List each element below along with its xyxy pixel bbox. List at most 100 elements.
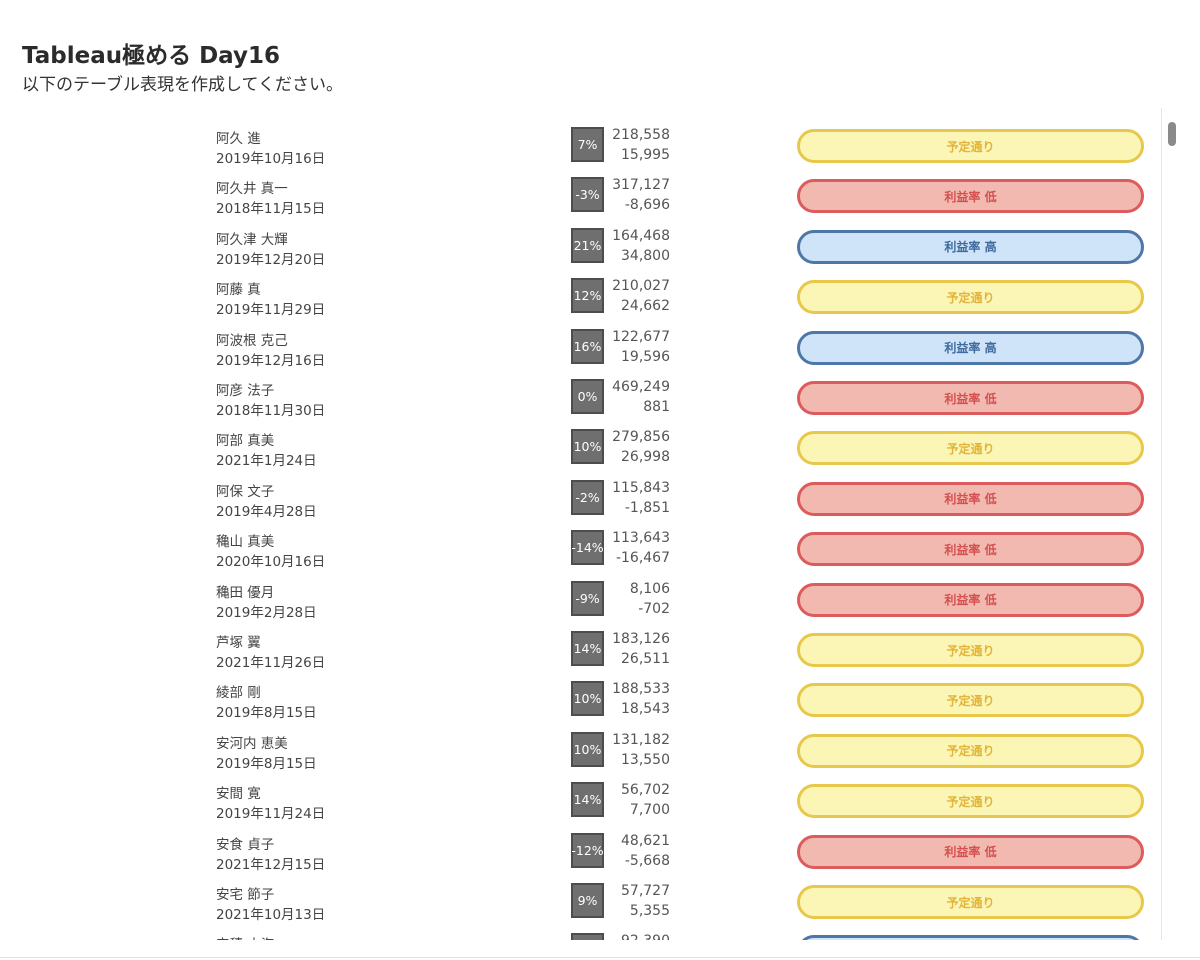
customer-name: 阿彦 法子 xyxy=(216,383,275,399)
profit-ratio-box: 14% xyxy=(571,782,604,818)
profit-ratio-box: 9% xyxy=(571,883,604,918)
table-row[interactable]: 安間 寛 2019年11月24日 14% 56,702 7,700 予定通り xyxy=(0,777,1160,827)
status-badge: 利益率 高 xyxy=(797,229,1144,264)
status-badge: 予定通り xyxy=(797,280,1144,315)
profit-value: 34,800 xyxy=(621,247,670,264)
order-date: 2019年11月29日 xyxy=(216,302,326,319)
profit-value: 26,511 xyxy=(621,651,670,667)
status-badge: 予定通り xyxy=(797,431,1144,466)
sales-value: 56,702 xyxy=(621,782,670,799)
sales-value: 279,856 xyxy=(612,429,670,446)
profit-ratio-box: -9% xyxy=(571,580,604,616)
profit-value: -5,668 xyxy=(624,852,670,869)
status-badge: 利益率 低 xyxy=(797,381,1144,415)
order-date: 2018年11月15日 xyxy=(216,201,326,218)
status-badge: 予定通り xyxy=(797,633,1144,667)
table-row[interactable]: 安河内 恵美 2019年8月15日 10% 131,182 13,550 予定通り xyxy=(0,727,1160,777)
bottom-divider xyxy=(0,957,1200,958)
profit-ratio-box: 10% xyxy=(571,731,604,767)
profit-ratio-box: -14% xyxy=(571,530,604,566)
profit-ratio-box: -12% xyxy=(571,832,604,868)
customer-name: 安間 寛 xyxy=(216,786,261,803)
table-row[interactable]: 阿久津 大輝 2019年12月20日 21% 164,468 34,800 利益率 高 xyxy=(0,223,1160,273)
profit-value: -8,696 xyxy=(624,197,670,214)
status-badge: 利益率 低 xyxy=(797,179,1144,214)
profit-ratio-box: -3% xyxy=(571,177,604,213)
order-date: 2020年10月16日 xyxy=(216,554,326,571)
sales-value: 210,027 xyxy=(612,278,670,295)
sales-value: 92,390 xyxy=(610,933,670,940)
status-badge: 利益率 低 xyxy=(797,532,1144,567)
profit-value: 7,700 xyxy=(629,802,670,819)
table-row[interactable]: 阿彦 法子 2018年11月30日 0% 469,249 881 利益率 低 xyxy=(0,374,1160,424)
order-date: 2019年8月15日 xyxy=(216,705,317,722)
table-row[interactable]: 安積 大海 92,390 xyxy=(0,928,1160,940)
order-date: 2021年10月13日 xyxy=(216,907,326,923)
customer-name: 安宅 節子 xyxy=(216,887,275,903)
order-date: 2019年11月24日 xyxy=(216,806,326,823)
profit-ratio-box: 10% xyxy=(571,429,604,465)
page-title: Tableau極める Day16 xyxy=(22,43,280,69)
table-row[interactable]: 穐山 真美 2020年10月16日 -14% 113,643 -16,467 利益率 低 xyxy=(0,525,1160,575)
profit-ratio-box: 14% xyxy=(571,631,604,666)
customer-name: 安食 貞子 xyxy=(216,836,275,853)
profit-value: -16,467 xyxy=(615,550,670,567)
table-viewport[interactable]: 阿久 進 2019年10月16日 7% 218,558 15,995 予定通り 阿久井 真一… xyxy=(0,122,1160,940)
status-badge: 利益率 低 xyxy=(797,582,1144,617)
sales-value: 113,643 xyxy=(612,530,670,547)
customer-name: 穐田 優月 xyxy=(216,584,275,601)
table-row[interactable]: 阿久 進 2019年10月16日 7% 218,558 15,995 予定通り xyxy=(0,122,1160,172)
profit-value: 24,662 xyxy=(621,298,670,315)
profit-value: 13,550 xyxy=(621,751,670,768)
table-row[interactable]: 安食 貞子 2021年12月15日 -12% 48,621 -5,668 利益率 低 xyxy=(0,828,1160,878)
order-date: 2019年12月16日 xyxy=(216,352,326,369)
sales-value: 8,106 xyxy=(629,580,670,597)
table-row[interactable]: 穐田 優月 2019年2月28日 -9% 8,106 -702 利益率 低 xyxy=(0,576,1160,626)
table-row[interactable]: 安宅 節子 2021年10月13日 9% 57,727 5,355 予定通り xyxy=(0,878,1160,928)
customer-name: 阿久井 真一 xyxy=(216,181,288,198)
order-date: 2019年12月20日 xyxy=(216,251,326,268)
scrollbar-thumb[interactable] xyxy=(1168,122,1176,146)
profit-ratio-box: 0% xyxy=(571,379,604,414)
table-row[interactable]: 芦塚 翼 2021年11月26日 14% 183,126 26,511 予定通り xyxy=(0,626,1160,676)
order-date: 2019年10月16日 xyxy=(216,151,326,167)
table-row[interactable]: 阿保 文子 2019年4月28日 -2% 115,843 -1,851 利益率 低 xyxy=(0,475,1160,525)
sales-value: 115,843 xyxy=(612,479,670,496)
sales-value: 218,558 xyxy=(612,127,670,143)
customer-name: 阿波根 克己 xyxy=(216,332,288,349)
profit-value: 26,998 xyxy=(621,449,670,466)
customer-name: 穐山 真美 xyxy=(216,534,275,551)
table-row[interactable]: 阿波根 克己 2019年12月16日 16% 122,677 19,596 利益率 高 xyxy=(0,324,1160,374)
profit-value: -702 xyxy=(638,600,670,617)
profit-ratio-box xyxy=(571,933,604,940)
profit-value: 5,355 xyxy=(629,903,670,919)
customer-name: 阿藤 真 xyxy=(216,282,261,299)
status-badge: 予定通り xyxy=(797,885,1144,919)
sales-value: 131,182 xyxy=(612,731,670,748)
profit-value: -1,851 xyxy=(624,499,670,516)
sales-value: 57,727 xyxy=(621,883,670,899)
profit-ratio-box: -2% xyxy=(571,479,604,515)
order-date: 2019年2月28日 xyxy=(216,604,317,621)
table-row[interactable]: 阿部 真美 2021年1月24日 10% 279,856 26,998 予定通り xyxy=(0,424,1160,474)
status-badge: 利益率 高 xyxy=(797,330,1144,365)
table-row[interactable]: 阿藤 真 2019年11月29日 12% 210,027 24,662 予定通り xyxy=(0,273,1160,323)
table-row[interactable]: 阿久井 真一 2018年11月15日 -3% 317,127 -8,696 利益率 低 xyxy=(0,172,1160,222)
sales-value: 317,127 xyxy=(612,177,670,194)
vertical-scrollbar[interactable] xyxy=(1161,108,1181,940)
profit-value: 15,995 xyxy=(621,147,670,163)
profit-ratio-box: 7% xyxy=(571,127,604,162)
customer-name: 安河内 恵美 xyxy=(216,735,288,752)
sales-value: 469,249 xyxy=(612,379,670,395)
sales-value: 188,533 xyxy=(612,681,670,698)
order-date: 2019年8月15日 xyxy=(216,755,317,772)
table-row[interactable]: 綾部 剛 2019年8月15日 10% 188,533 18,543 予定通り xyxy=(0,676,1160,726)
status-badge: 予定通り xyxy=(797,784,1144,819)
status-badge: 利益率 低 xyxy=(797,834,1144,869)
sales-value: 183,126 xyxy=(612,631,670,647)
customer-name: 阿部 真美 xyxy=(216,433,275,450)
profit-value: 881 xyxy=(643,399,670,415)
profit-ratio-box: 12% xyxy=(571,278,604,314)
page-subtitle: 以下のテーブル表現を作成してください。 xyxy=(22,75,343,95)
order-date: 2019年4月28日 xyxy=(216,503,317,520)
